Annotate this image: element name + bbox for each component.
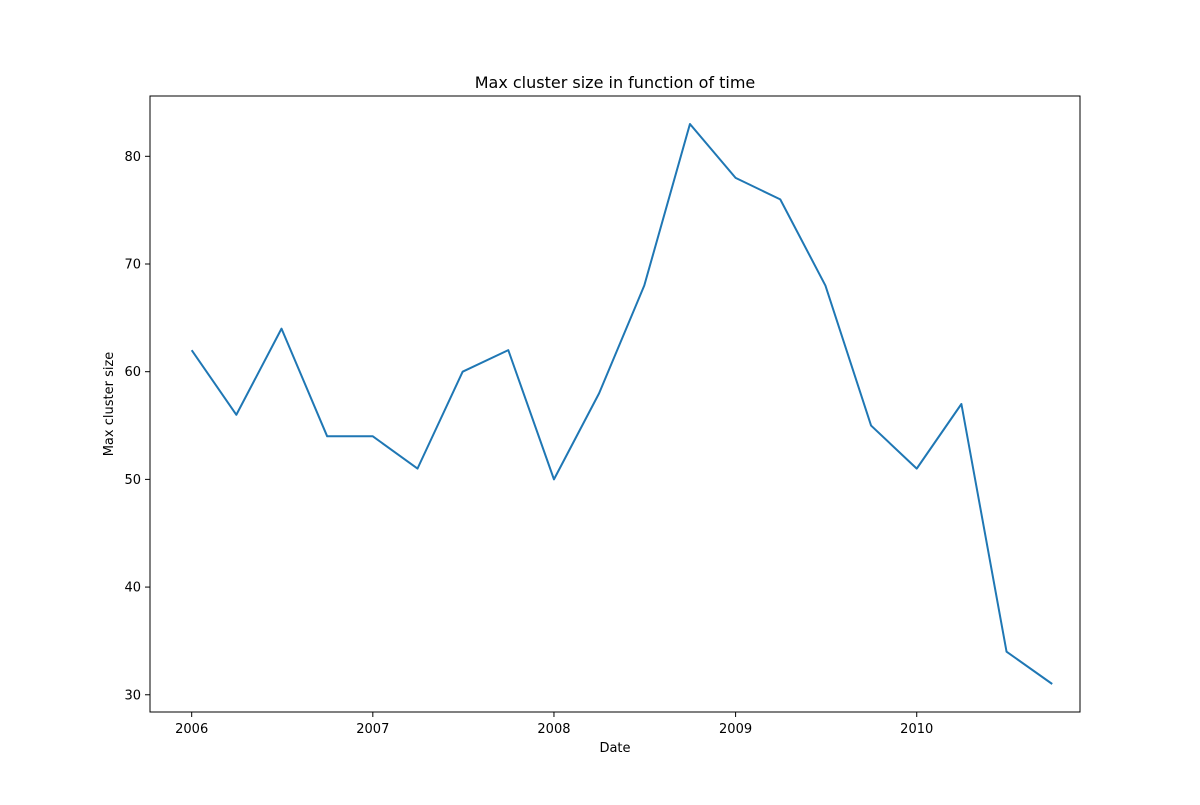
x-tick-label: 2009 xyxy=(719,722,752,737)
y-tick-label: 60 xyxy=(124,365,141,380)
plot-area xyxy=(150,96,1080,712)
data-layer xyxy=(190,123,1053,685)
x-tick-label: 2006 xyxy=(175,722,208,737)
x-tick-label: 2010 xyxy=(900,722,933,737)
y-tick-label: 70 xyxy=(124,258,141,273)
tick-layer: 2006 2007 2008 2009 2010 30 40 50 60 70 80 xyxy=(124,150,933,737)
plot-frame xyxy=(149,95,1081,713)
y-tick-label: 40 xyxy=(124,581,141,596)
x-tick-label: 2007 xyxy=(356,722,389,737)
y-tick-label: 30 xyxy=(124,688,141,703)
x-axis-label: Date xyxy=(599,741,630,756)
x-tick-label: 2008 xyxy=(537,722,570,737)
y-axis-label: Max cluster size xyxy=(102,352,117,457)
chart-title: Max cluster size in function of time xyxy=(475,73,756,92)
y-tick-label: 80 xyxy=(124,150,141,165)
series-line-0 xyxy=(190,123,1053,685)
y-tick-label: 50 xyxy=(124,473,141,488)
